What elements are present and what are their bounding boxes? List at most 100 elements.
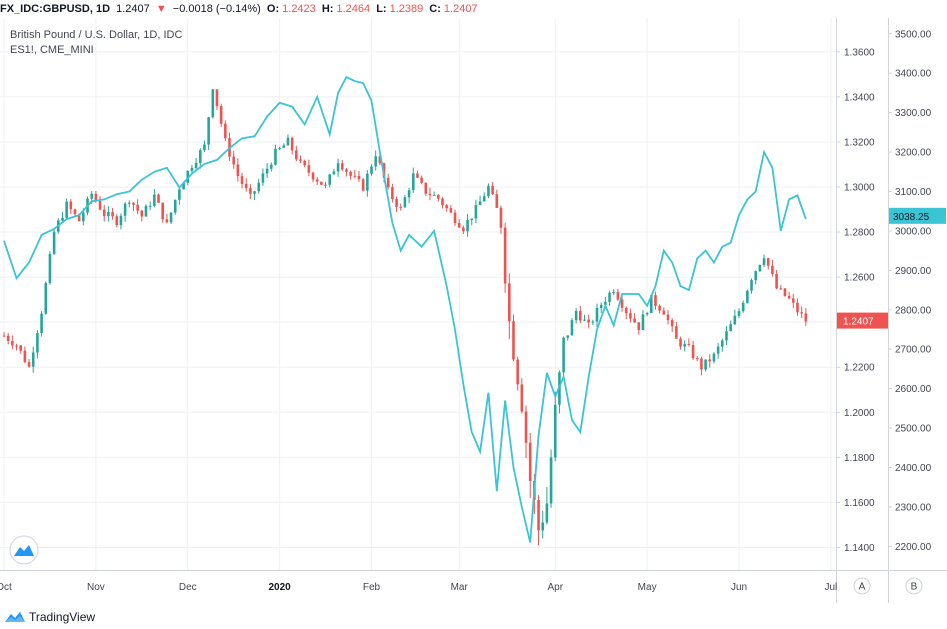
low-value: 1.2389 <box>389 3 424 15</box>
candle-body <box>2 335 6 337</box>
tradingview-footer[interactable]: TradingView <box>4 607 95 627</box>
candle-body <box>265 168 269 174</box>
candle-body <box>257 182 261 192</box>
candle-body <box>771 265 774 275</box>
price-chart[interactable]: 1.14001.16001.18001.20001.22001.24001.26… <box>0 18 947 603</box>
candle-body <box>386 177 390 188</box>
candle-body <box>737 311 741 316</box>
candle-body <box>82 212 85 222</box>
candle-body <box>203 144 206 151</box>
candle-body <box>219 106 223 124</box>
candle-body <box>791 298 795 303</box>
candle-body <box>374 156 377 167</box>
candle-body <box>420 177 423 183</box>
candle-body <box>249 188 252 194</box>
candle-body <box>19 345 23 351</box>
candle-body <box>290 137 294 151</box>
price-tick-label: 1.2600 <box>844 273 875 284</box>
candle-body <box>608 292 611 302</box>
candle-body <box>729 324 732 332</box>
es-tick-label: 3200.00 <box>895 148 932 159</box>
legend-overlay-series[interactable]: ES1!, CME_MINI <box>10 44 94 56</box>
candle-body <box>123 203 127 216</box>
symbol-label[interactable]: FX_IDC:GBPUSD, 1D <box>0 3 111 15</box>
price-tick-label: 1.1400 <box>844 543 875 554</box>
candle-body <box>73 209 77 215</box>
time-tick-label: Oct <box>0 582 12 593</box>
candle-body <box>633 318 636 323</box>
scale-button-b[interactable] <box>905 577 923 595</box>
candle-body <box>340 163 344 170</box>
es-tick-label: 3300.00 <box>895 108 932 119</box>
chart-legend: British Pound / U.S. Dollar, 1D, IDC ES1… <box>10 28 182 58</box>
candle-body <box>65 201 68 218</box>
es-overlay-line[interactable] <box>3 75 807 543</box>
candle-body <box>107 212 110 217</box>
candle-body <box>6 335 10 341</box>
candle-body <box>516 359 519 385</box>
candle-body <box>541 522 545 531</box>
candle-body <box>169 212 173 223</box>
candle-body <box>299 159 302 161</box>
plot-area[interactable] <box>0 18 836 570</box>
candle-body <box>391 187 394 199</box>
candle-body <box>462 227 465 232</box>
tradingview-logo-icon <box>5 612 25 622</box>
candle-body <box>399 206 403 208</box>
candle-body <box>637 322 641 330</box>
candle-body <box>332 171 336 175</box>
candle-body <box>153 194 156 206</box>
last-price: 1.2407 <box>116 3 150 15</box>
candle-body <box>395 198 398 207</box>
price-change: −0.0018 (−0.14%) <box>172 3 261 15</box>
candle-body <box>624 307 628 314</box>
candle-body <box>94 193 98 201</box>
candle-body <box>508 283 511 322</box>
candle-body <box>482 196 486 202</box>
candle-body <box>44 283 48 314</box>
candle-body <box>140 210 144 217</box>
symbol-header: FX_IDC:GBPUSD, 1D 1.2407 ▼ −0.0018 (−0.1… <box>0 0 947 18</box>
tradingview-brand: TradingView <box>29 610 96 624</box>
candle-body <box>90 193 93 199</box>
candle-body <box>733 315 737 325</box>
candle-body <box>353 175 357 177</box>
candle-body <box>428 193 432 196</box>
candle-body <box>98 200 102 210</box>
candle-body <box>700 358 703 370</box>
last-price-badge-label: 1.2407 <box>843 317 874 328</box>
candle-body <box>787 296 791 299</box>
candle-body <box>240 176 244 184</box>
candle-body <box>178 189 181 200</box>
candle-body <box>800 312 803 314</box>
candle-body <box>236 164 240 177</box>
candle-body <box>620 299 624 308</box>
candle-body <box>691 344 695 359</box>
chart-logo-button[interactable] <box>9 535 39 565</box>
candle-body <box>295 150 298 160</box>
last-price-badge <box>837 312 888 329</box>
price-tick-label: 1.2800 <box>844 228 875 239</box>
candle-body <box>286 137 290 146</box>
candle-body <box>528 442 532 481</box>
candle-body <box>553 404 557 458</box>
candle-body <box>111 212 114 217</box>
candle-body <box>261 173 265 183</box>
candle-body <box>645 312 649 315</box>
candle-body <box>712 353 716 362</box>
price-tick-label: 1.3400 <box>844 92 875 103</box>
candle-body <box>725 331 728 341</box>
candle-body <box>746 290 749 303</box>
legend-main-series[interactable]: British Pound / U.S. Dollar, 1D, IDC <box>10 29 183 41</box>
candle-body <box>796 302 799 313</box>
scale-button-a[interactable] <box>853 577 871 595</box>
candle-body <box>670 320 674 327</box>
candle-body <box>311 172 315 180</box>
candle-body <box>307 165 311 173</box>
es-last-badge-label: 3038.25 <box>893 212 930 223</box>
candle-body <box>537 500 540 531</box>
candle-body <box>366 173 369 191</box>
open-value: 1.2423 <box>282 3 316 15</box>
candle-body <box>207 117 210 145</box>
price-tick-label: 1.2000 <box>844 408 875 419</box>
